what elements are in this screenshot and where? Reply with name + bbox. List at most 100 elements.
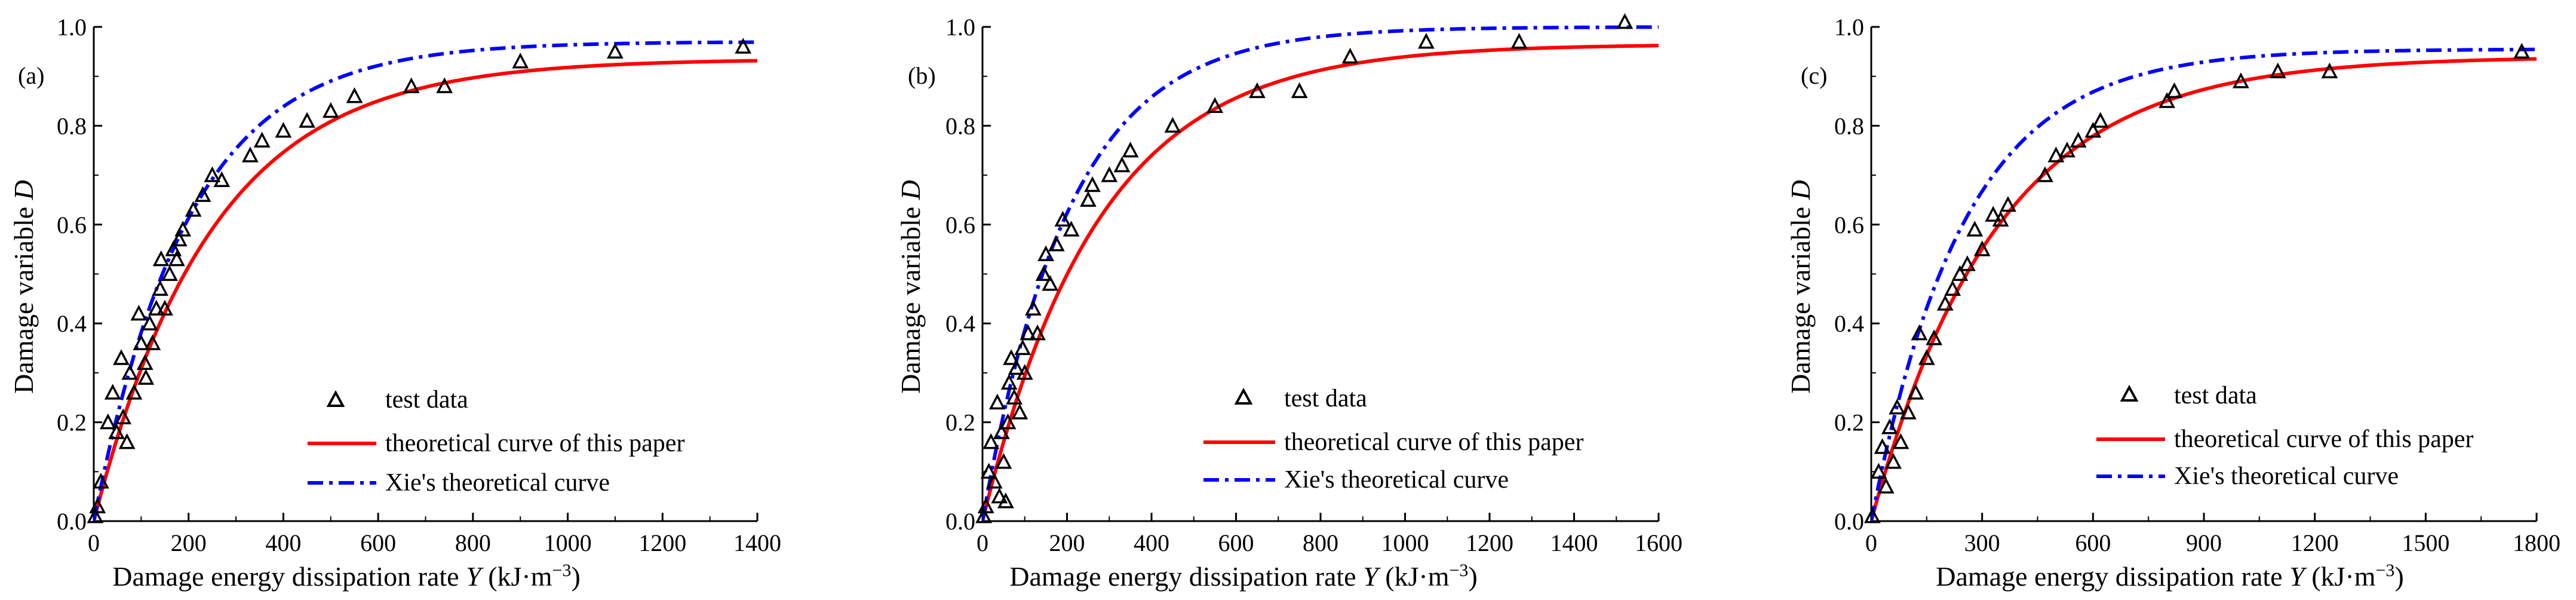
y-tick-label: 0.2 (57, 409, 87, 436)
test-data-point (1892, 433, 1909, 449)
test-data-point (1006, 388, 1023, 405)
y-tick-label: 0.0 (57, 508, 87, 535)
x-axis-title: Damage energy dissipation rate Y (kJ·m−3… (112, 561, 581, 592)
test-data-point (170, 230, 188, 247)
test-data-point (995, 453, 1012, 469)
test-data-point (1881, 418, 1898, 434)
panel-label: (c) (1801, 62, 1827, 89)
test-data-point (1616, 13, 1634, 29)
x-tick-label: 600 (360, 529, 396, 556)
x-tick-label: 400 (1134, 529, 1169, 556)
test-data-point (1025, 299, 1042, 316)
y-tick-label: 1.0 (945, 14, 975, 41)
test-data-point (322, 102, 339, 118)
test-data-point (2000, 195, 2016, 212)
test-data-point (174, 221, 192, 237)
test-data-point (1035, 265, 1052, 281)
y-axis-title: Damage variable D (8, 180, 39, 394)
test-data-point (1885, 453, 1902, 469)
test-data-point (1016, 364, 1033, 380)
x-tick-label: 1400 (733, 529, 781, 556)
legend-label-xie: Xie's theoretical curve (2174, 463, 2399, 490)
test-data-point (2321, 62, 2338, 79)
panel-c: 0 300 600 900 1200 1500 1800 0.0 0.2 0.4 0.6 0.8 1.0… (1785, 14, 2560, 592)
y-tick-label: 0.6 (945, 212, 975, 238)
legend-label-fit: theoretical curve of this paper (385, 430, 684, 457)
x-tick-label: 0 (1865, 529, 1877, 556)
legend-label-test: test data (1284, 385, 1367, 412)
test-data-point (1020, 324, 1037, 341)
test-data-point (1936, 295, 1954, 311)
xie-theoretical-curve (982, 25, 1659, 522)
test-data-point (1048, 235, 1065, 252)
x-tick-label: 0 (88, 529, 100, 556)
test-data-point (1900, 403, 1917, 420)
test-data-point (1944, 280, 1961, 296)
y-tick-label: 0.4 (57, 310, 87, 337)
panel-b: 0 200 400 600 800 1000 1200 1400 1600 0.0 0.2 0.4 0.… (895, 13, 1682, 592)
test-data-point (1029, 324, 1046, 341)
test-data-point (1003, 349, 1020, 365)
x-tick-label: 1000 (1381, 529, 1429, 556)
y-tick-label: 0.8 (57, 112, 87, 139)
x-tick-label: 600 (1218, 529, 1254, 556)
test-data-point (512, 53, 529, 69)
y-tick-label: 0.6 (1834, 212, 1864, 238)
test-data-point (1000, 374, 1018, 390)
x-tick-label: 1800 (2513, 529, 2560, 556)
test-data-point (152, 250, 170, 267)
test-data-point (1101, 166, 1118, 182)
test-data-point (136, 354, 153, 371)
test-data-point (1992, 210, 2009, 227)
test-data-point (2047, 146, 2065, 163)
test-data-point (975, 507, 992, 524)
test-data-point (87, 507, 104, 524)
test-data-point (118, 433, 136, 449)
legend-label-test: test data (385, 386, 468, 414)
legend-label-test: test data (2174, 382, 2257, 409)
x-tick-label: 1400 (1550, 529, 1598, 556)
plot-area: 0 200 400 600 800 1000 1200 1400 1600 0.0 0.2 0.4 0.… (945, 13, 1682, 556)
test-data-point (2059, 142, 2075, 158)
y-tick-label: 1.0 (1834, 14, 1864, 41)
xie-theoretical-curve (1871, 47, 2537, 522)
legend-label-xie: Xie's theoretical curve (1284, 466, 1509, 494)
test-data-point (607, 42, 624, 59)
test-data-point (1889, 399, 1906, 415)
legend: test data theoretical curve of this pape… (1203, 385, 1583, 494)
test-data-point (89, 497, 106, 513)
x-tick-label: 300 (1964, 529, 2000, 556)
test-data-point (253, 131, 271, 148)
paper-theoretical-curve (94, 59, 758, 522)
x-tick-label: 1000 (544, 529, 592, 556)
test-data-point (185, 201, 202, 217)
x-axis-title: Damage energy dissipation rate Y (kJ·m−3… (1936, 561, 2404, 592)
y-tick-label: 0.6 (57, 212, 87, 238)
test-data-point (1870, 463, 1887, 479)
x-tick-label: 400 (265, 529, 301, 556)
y-tick-label: 1.0 (57, 14, 87, 41)
test-data-point (403, 77, 420, 93)
test-data-point (2233, 72, 2249, 88)
test-data-point (133, 334, 150, 350)
y-tick-label: 0.2 (1834, 409, 1864, 436)
test-data-point (735, 38, 752, 54)
test-data-point (1249, 82, 1266, 99)
test-data-point (1918, 349, 1935, 365)
legend-marker-test (2120, 384, 2139, 402)
test-data-point (1063, 221, 1080, 237)
test-data-point (1341, 47, 1359, 64)
x-axis-title: Damage energy dissipation rate Y (kJ·m−3… (1009, 561, 1478, 592)
legend-label-fit: theoretical curve of this paper (2174, 425, 2473, 453)
y-tick-label: 0.4 (1834, 310, 1864, 337)
test-data-point (1014, 339, 1031, 356)
test-data-point (1973, 240, 1991, 256)
test-data-point (346, 87, 363, 103)
y-tick-label: 0.2 (945, 409, 975, 436)
x-tick-label: 600 (2075, 529, 2111, 556)
x-tick-label: 1600 (1635, 529, 1682, 556)
test-data-point (168, 250, 185, 267)
test-data-point (299, 112, 315, 128)
x-tick-label: 200 (171, 529, 207, 556)
